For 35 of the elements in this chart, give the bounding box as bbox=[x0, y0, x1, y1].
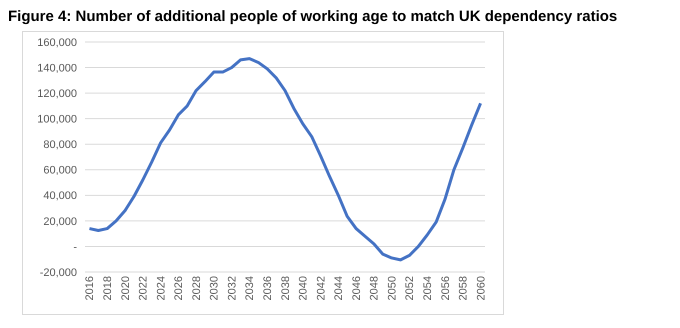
y-tick-label: -20,000 bbox=[40, 266, 77, 279]
x-tick-label: 2034 bbox=[244, 276, 256, 300]
x-tick-label: 2054 bbox=[422, 276, 434, 300]
x-tick-label: 2042 bbox=[315, 276, 328, 300]
y-tick-label: 80,000 bbox=[43, 139, 77, 152]
x-tick-label: 2056 bbox=[440, 276, 452, 300]
x-tick-label: 2020 bbox=[120, 276, 132, 300]
x-tick-label: 2038 bbox=[280, 276, 292, 300]
y-tick-label: - bbox=[73, 241, 78, 254]
line-series bbox=[88, 57, 482, 262]
x-tick-label: 2046 bbox=[350, 276, 363, 300]
x-tick-label: 2044 bbox=[333, 276, 346, 300]
y-tick-label: 60,000 bbox=[43, 164, 77, 177]
y-tick-label: 160,000 bbox=[37, 36, 77, 49]
y-tick-label: 140,000 bbox=[37, 62, 77, 74]
x-tick-label: 2030 bbox=[208, 276, 221, 300]
x-tick-label: 2032 bbox=[226, 276, 238, 300]
x-tick-label: 2016 bbox=[84, 276, 96, 300]
x-tick-label: 2028 bbox=[190, 276, 203, 300]
x-tick-label: 2050 bbox=[386, 276, 398, 300]
x-tick-label: 2048 bbox=[368, 276, 381, 300]
x-tick-label: 2024 bbox=[155, 276, 168, 300]
x-tick-label: 2036 bbox=[262, 276, 274, 300]
x-tick-label: 2060 bbox=[475, 276, 488, 300]
y-tick-label: 40,000 bbox=[43, 190, 77, 202]
x-tick-label: 2052 bbox=[404, 276, 416, 300]
y-tick-label: 120,000 bbox=[37, 88, 77, 100]
x-tick-label: 2058 bbox=[458, 276, 470, 300]
x-tick-label: 2022 bbox=[138, 276, 150, 300]
x-tick-label: 2026 bbox=[173, 276, 186, 300]
chart-title: Figure 4: Number of additional people of working age to match UK dependency ratios bbox=[8, 8, 618, 25]
x-tick-label: 2040 bbox=[298, 276, 310, 300]
x-tick-label: 2018 bbox=[102, 276, 114, 300]
y-tick-label: 20,000 bbox=[43, 216, 77, 228]
y-tick-label: 100,000 bbox=[37, 114, 77, 126]
